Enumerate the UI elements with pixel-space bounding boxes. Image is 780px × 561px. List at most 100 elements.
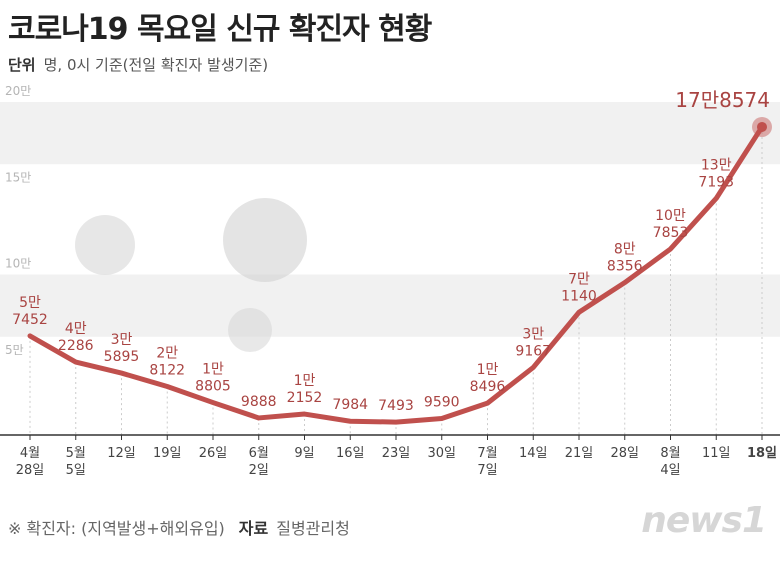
series-line	[27, 124, 765, 425]
data-label-line: 8805	[195, 379, 231, 395]
data-label: 2만 8122	[149, 345, 185, 378]
data-label: 5만 7452	[12, 295, 48, 328]
data-label: 3만 9167	[515, 326, 551, 359]
data-label-line: 10만	[655, 208, 686, 224]
data-label-line: 5895	[104, 349, 140, 365]
unit-label: 단위	[8, 56, 36, 74]
data-label: 9888	[241, 394, 277, 410]
data-label-line: 1140	[561, 288, 597, 304]
data-label: 17만8574	[675, 88, 770, 112]
x-tick-label-line: 8월	[660, 446, 680, 461]
x-tick-label-line: 18일	[747, 446, 777, 461]
data-label: 7493	[378, 398, 414, 414]
x-tick-label-line: 5월	[66, 446, 86, 461]
x-tick-label-line: 7월	[477, 446, 497, 461]
x-tick-label-line: 2일	[249, 463, 269, 478]
x-tick-label-line: 28일	[16, 463, 45, 478]
source-label: 자료	[238, 519, 269, 538]
data-label: 7984	[332, 397, 368, 413]
x-tick-label-line: 11일	[702, 446, 731, 461]
x-tick-label: 21일	[565, 446, 594, 461]
x-tick-label-line: 14일	[519, 446, 548, 461]
data-label-line: 17만8574	[675, 88, 770, 112]
data-label-line: 8496	[470, 379, 506, 395]
grid-band	[0, 102, 780, 165]
data-label: 3만 5895	[104, 332, 140, 365]
latest-point	[757, 121, 767, 132]
source-text: 질병관리청	[276, 519, 350, 538]
x-tick-label-line: 7일	[477, 463, 497, 478]
x-tick-label: 6월 2일	[249, 446, 269, 478]
x-tick-label-line: 30일	[427, 446, 456, 461]
data-label-line: 1만	[294, 373, 316, 389]
data-label: 1만 8496	[470, 362, 506, 395]
x-tick-label: 11일	[702, 446, 731, 461]
footer-note: ※ 확진자: (지역발생+해외유입) 자료 질병관리청	[8, 515, 350, 539]
data-label-line: 8만	[614, 242, 636, 258]
data-label-line: 8122	[149, 362, 185, 378]
data-label: 8만 8356	[607, 242, 643, 275]
footer-note-text: ※ 확진자: (지역발생+해외유입)	[8, 519, 225, 538]
x-tick-label: 8월 4일	[660, 446, 680, 478]
unit-note: 단위 명, 0시 기준(전일 확진자 발생기준)	[8, 54, 268, 75]
x-tick-label-line: 28일	[610, 446, 639, 461]
data-label-line: 7만	[568, 271, 590, 287]
data-label-line: 2286	[58, 338, 94, 354]
x-tick-label: 7월 7일	[477, 446, 497, 478]
data-label-line: 3만	[522, 326, 544, 342]
x-tick-label: 28일	[610, 446, 639, 461]
x-tick-label: 19일	[153, 446, 182, 461]
data-label-line: 7452	[12, 312, 48, 328]
grid-band	[0, 274, 780, 337]
x-tick-label-line: 5일	[66, 463, 86, 478]
x-tick-label-line: 16일	[336, 446, 365, 461]
data-label: 4만 2286	[58, 321, 94, 354]
data-label: 1만 8805	[195, 362, 231, 395]
data-label-line: 4만	[65, 321, 87, 337]
data-label-line: 9888	[241, 394, 277, 410]
x-tick-label-line: 21일	[565, 446, 594, 461]
x-tick-label-line: 6월	[249, 446, 269, 461]
x-tick-label: 18일	[747, 446, 777, 461]
data-label-line: 13만	[701, 157, 732, 173]
data-label: 10만 7853	[653, 208, 689, 241]
data-label-line: 2만	[156, 345, 178, 361]
data-label-line: 1만	[202, 362, 224, 378]
data-label-line: 5만	[19, 295, 41, 311]
x-tick-label-line: 9일	[294, 446, 314, 461]
x-tick-label-line: 12일	[107, 446, 136, 461]
data-label: 7만 1140	[561, 271, 597, 304]
data-label-line: 7493	[378, 398, 414, 414]
x-tick-label-line: 4일	[660, 463, 680, 478]
x-tick-label: 23일	[382, 446, 411, 461]
data-label: 13만 7193	[698, 157, 734, 190]
virus-decoration-icon	[75, 198, 307, 352]
data-label-line: 3만	[111, 332, 133, 348]
x-tick-label: 4월 28일	[16, 446, 45, 478]
y-tick-label: 5만	[5, 343, 24, 357]
x-tick-label-line: 19일	[153, 446, 182, 461]
data-label-line: 1만	[477, 362, 499, 378]
x-tick-label: 14일	[519, 446, 548, 461]
x-tick-label-line: 26일	[199, 446, 228, 461]
x-tick-label: 9일	[294, 446, 314, 461]
unit-text: 명, 0시 기준(전일 확진자 발생기준)	[43, 56, 269, 74]
data-label-line: 9590	[424, 394, 460, 410]
data-label: 9590	[424, 394, 460, 410]
x-tick-label: 12일	[107, 446, 136, 461]
data-label-line: 7984	[332, 397, 368, 413]
x-tick-label: 30일	[427, 446, 456, 461]
x-tick-label-line: 23일	[382, 446, 411, 461]
x-tick-label-line: 4월	[20, 446, 40, 461]
data-label-line: 9167	[515, 343, 551, 359]
data-label-line: 7853	[653, 225, 689, 241]
x-tick-label: 5월 5일	[66, 446, 86, 478]
news1-logo: news1	[641, 500, 767, 541]
data-label-line: 2152	[287, 390, 323, 406]
x-tick-label: 26일	[199, 446, 228, 461]
data-label-line: 8356	[607, 259, 643, 275]
y-tick-label: 20만	[5, 84, 31, 98]
page-title: 코로나19 목요일 신규 확진자 현황	[8, 12, 432, 47]
x-tick-label: 16일	[336, 446, 365, 461]
